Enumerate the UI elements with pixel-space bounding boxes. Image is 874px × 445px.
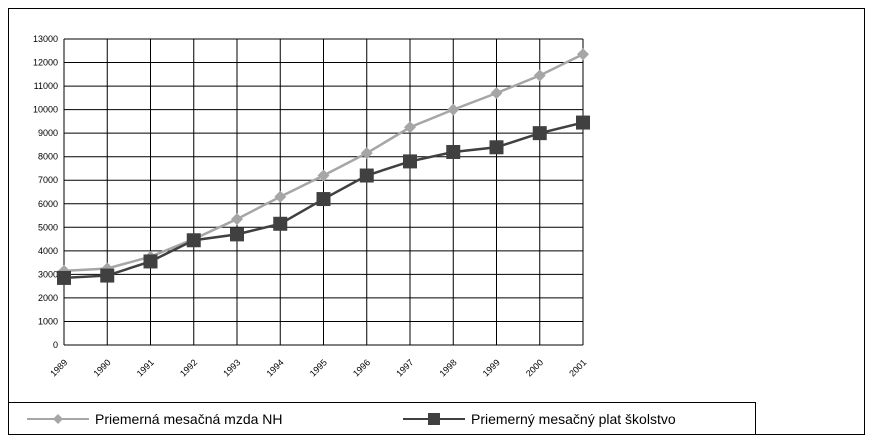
y-tick-label: 0 — [53, 340, 58, 350]
x-tick-label: 1991 — [135, 357, 156, 378]
x-tick-label: 1994 — [264, 357, 285, 378]
data-point-diamond — [274, 190, 287, 203]
y-tick-label: 11000 — [34, 81, 58, 91]
data-point-diamond — [317, 169, 330, 182]
grid-layer — [63, 38, 584, 346]
y-tick-label: 9000 — [38, 128, 58, 138]
y-tick-label: 5000 — [38, 222, 58, 232]
x-tick-label: 2001 — [567, 357, 588, 378]
legend-entry-series-2: Priemerný mesačný plat školstvo — [403, 403, 676, 434]
data-point-diamond — [404, 121, 416, 134]
data-point-square — [57, 270, 71, 285]
legend-marker-square-icon — [403, 412, 465, 425]
data-point-square — [186, 233, 201, 248]
y-axis-ticks: 0 1000 2000 3000 4000 5000 6000 7000 8000 9000 100… — [33, 34, 58, 350]
y-tick-label: 10000 — [33, 105, 58, 115]
x-tick-label: 1992 — [178, 357, 199, 378]
y-tick-label: 7000 — [38, 175, 58, 185]
y-tick-label: 6000 — [38, 199, 58, 209]
data-point-diamond — [577, 48, 589, 61]
y-tick-label: 13000 — [33, 34, 58, 44]
data-point-square — [532, 126, 547, 141]
data-point-square — [403, 154, 417, 169]
x-tick-label: 1995 — [308, 357, 329, 378]
legend-label-series-1: Priemerná mesačná mzda NH — [95, 410, 283, 427]
data-point-square — [100, 268, 115, 283]
legend-entry-series-1: Priemerná mesačná mzda NH — [27, 403, 283, 434]
legend-marker-diamond-icon — [27, 413, 89, 424]
x-tick-label: 1998 — [437, 357, 458, 378]
data-point-square — [489, 140, 504, 155]
data-point-diamond — [447, 103, 460, 116]
data-point-diamond — [360, 147, 373, 160]
x-tick-label: 1993 — [221, 357, 242, 378]
x-tick-label: 1996 — [351, 357, 372, 378]
data-point-square — [273, 216, 288, 231]
data-point-square — [446, 144, 461, 159]
x-tick-label: 1999 — [481, 357, 502, 378]
x-tick-label: 2000 — [524, 357, 545, 378]
y-tick-label: 1000 — [38, 316, 58, 326]
series-layer — [57, 48, 590, 285]
data-point-diamond — [533, 69, 546, 82]
data-point-diamond — [490, 87, 503, 100]
data-point-square — [359, 168, 374, 183]
data-point-diamond — [231, 213, 243, 226]
x-tick-label: 1990 — [91, 357, 112, 378]
y-tick-label: 12000 — [33, 58, 58, 68]
legend: Priemerná mesačná mzda NH Priemerný mesa… — [8, 402, 756, 435]
y-tick-label: 8000 — [38, 152, 58, 162]
y-tick-label: 3000 — [38, 269, 58, 279]
y-tick-label: 4000 — [38, 246, 58, 256]
x-tick-label: 1989 — [48, 357, 69, 378]
x-tick-label: 1997 — [394, 357, 415, 378]
data-point-square — [230, 227, 244, 242]
data-point-square — [316, 192, 331, 207]
data-point-square — [576, 115, 590, 130]
y-tick-label: 2000 — [38, 293, 58, 303]
legend-label-series-2: Priemerný mesačný plat školstvo — [471, 410, 676, 427]
x-axis-ticks: 1989 1990 1991 1992 1993 1994 1995 1996 1997 1998… — [48, 357, 588, 378]
data-point-square — [143, 254, 158, 269]
